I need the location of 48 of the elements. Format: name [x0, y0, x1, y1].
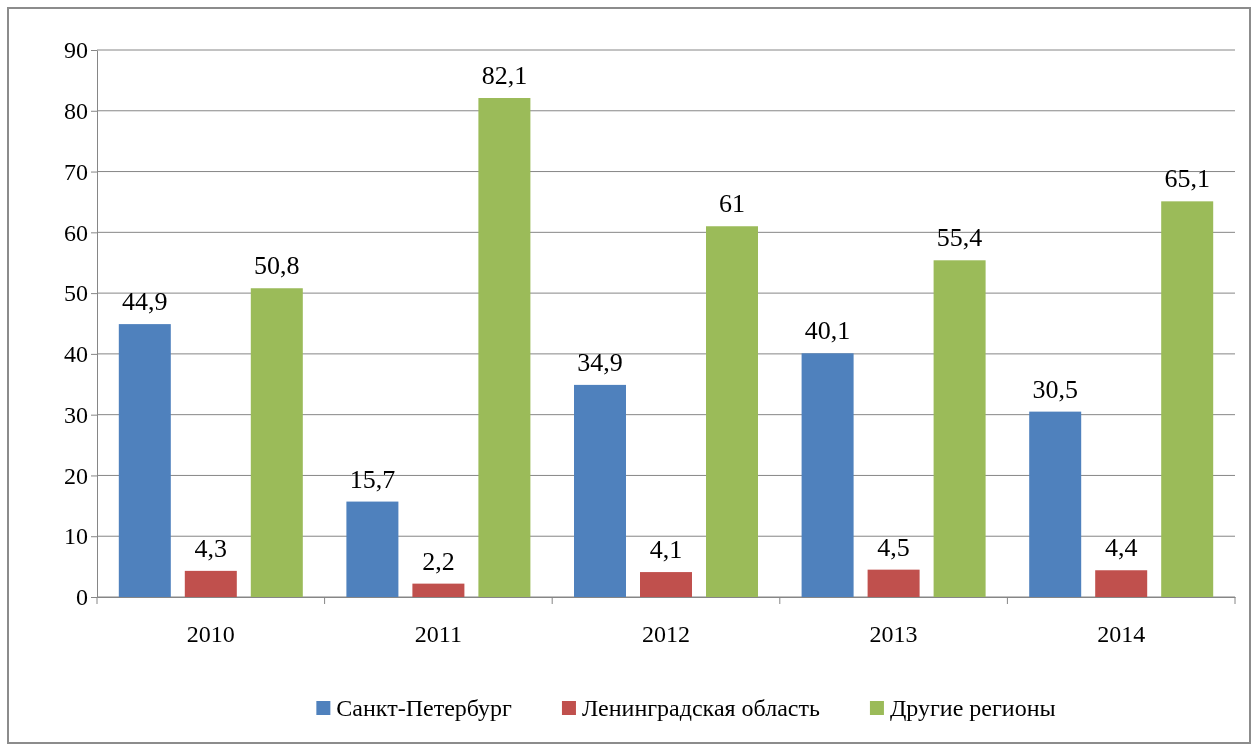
- data-label: 4,4: [1104, 533, 1138, 563]
- data-label: 44,9: [122, 287, 168, 317]
- legend-label: Санкт-Петербург: [336, 695, 513, 721]
- y-tick-label: 0: [76, 584, 88, 611]
- bar: [1095, 570, 1148, 597]
- bar: [574, 384, 626, 597]
- data-label: 15,7: [349, 464, 396, 494]
- y-tick-label: 90: [64, 37, 88, 64]
- data-label: 82,1: [481, 61, 528, 91]
- bar: [801, 353, 854, 597]
- data-label: 4,1: [649, 535, 683, 565]
- data-label: 2,2: [422, 546, 455, 576]
- bar: [118, 324, 171, 597]
- data-label: 65,1: [1164, 164, 1210, 194]
- y-tick-label: 40: [64, 341, 88, 368]
- bar: [184, 570, 237, 597]
- y-tick-label: 10: [64, 523, 88, 550]
- bar: [478, 98, 531, 597]
- y-tick-label: 60: [64, 219, 88, 246]
- x-tick-label: 2011: [414, 621, 462, 648]
- bar: [867, 569, 920, 597]
- bar: [1161, 201, 1214, 597]
- data-label: 40,1: [804, 316, 851, 346]
- y-tick-label: 50: [64, 280, 88, 307]
- data-label: 61: [719, 189, 745, 219]
- y-tick-label: 30: [64, 401, 88, 428]
- bar: [346, 501, 399, 597]
- y-tick-label: 70: [64, 158, 88, 185]
- data-label: 55,4: [936, 223, 983, 253]
- legend-label: Ленинградская область: [581, 695, 820, 721]
- x-tick-label: 2010: [186, 621, 235, 648]
- data-label: 4,5: [877, 532, 910, 562]
- data-label: 50,8: [254, 251, 300, 281]
- data-label: 4,3: [194, 533, 228, 563]
- x-tick-label: 2012: [642, 621, 690, 648]
- data-label: 34,9: [577, 347, 623, 377]
- bar: [933, 260, 986, 597]
- bar: [640, 572, 692, 597]
- legend-label: Другие регионы: [889, 695, 1056, 721]
- bar: [1029, 411, 1082, 597]
- y-tick-label: 80: [64, 97, 88, 124]
- bar: [412, 583, 465, 597]
- x-tick-label: 2014: [1097, 621, 1146, 648]
- bar: [706, 226, 758, 597]
- bar: [250, 288, 303, 597]
- x-tick-label: 2013: [869, 621, 918, 648]
- y-tick-label: 20: [64, 462, 88, 489]
- data-label: 30,5: [1032, 374, 1078, 404]
